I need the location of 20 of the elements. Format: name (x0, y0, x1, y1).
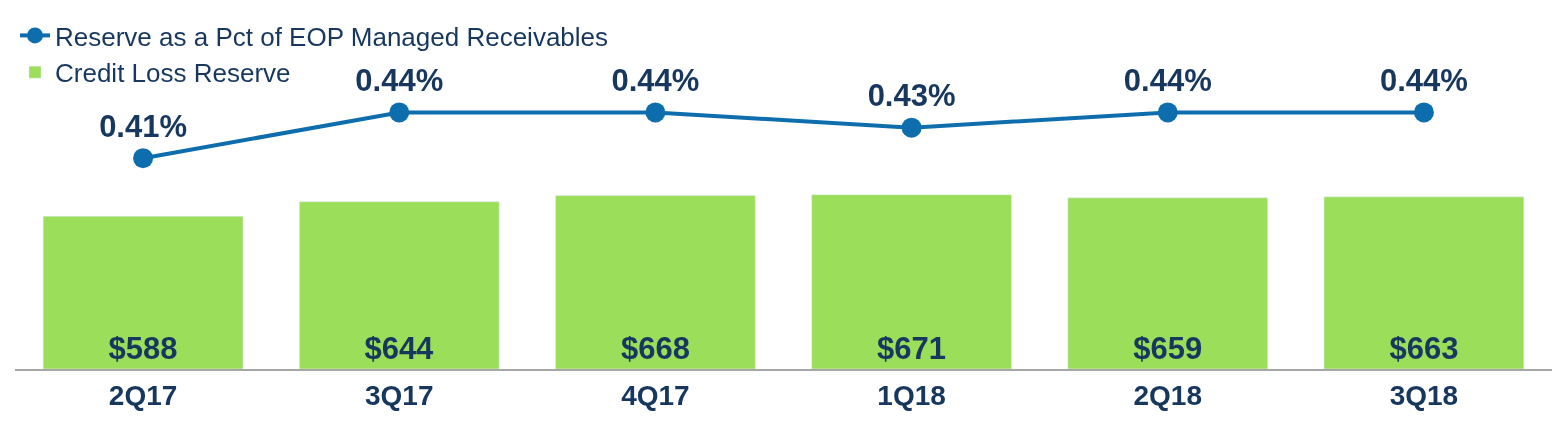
x-tick-label: 3Q18 (1389, 379, 1459, 411)
data-label: 0.44% (1123, 63, 1212, 99)
data-label: $588 (108, 331, 178, 366)
data-label: $659 (1133, 331, 1203, 366)
data-label: 0.44% (1379, 63, 1468, 99)
data-label: $663 (1389, 331, 1459, 366)
legend-label: Reserve as a Pct of EOP Managed Receivables (55, 21, 609, 52)
legend-label: Credit Loss Reserve (55, 58, 291, 89)
data-label: 0.41% (99, 108, 188, 144)
data-label: $644 (364, 331, 435, 366)
data-label: $671 (877, 331, 947, 366)
x-tick-label: 4Q17 (621, 379, 690, 411)
data-label: 0.44% (611, 63, 700, 99)
data-label: 0.44% (355, 63, 444, 99)
data-label: $668 (620, 331, 690, 366)
x-tick-label: 2Q18 (1133, 379, 1202, 411)
data-label: 0.43% (867, 78, 956, 114)
x-tick-label: 1Q18 (877, 379, 946, 411)
x-tick-label: 2Q17 (108, 379, 178, 411)
x-tick-label: 3Q17 (365, 379, 434, 411)
